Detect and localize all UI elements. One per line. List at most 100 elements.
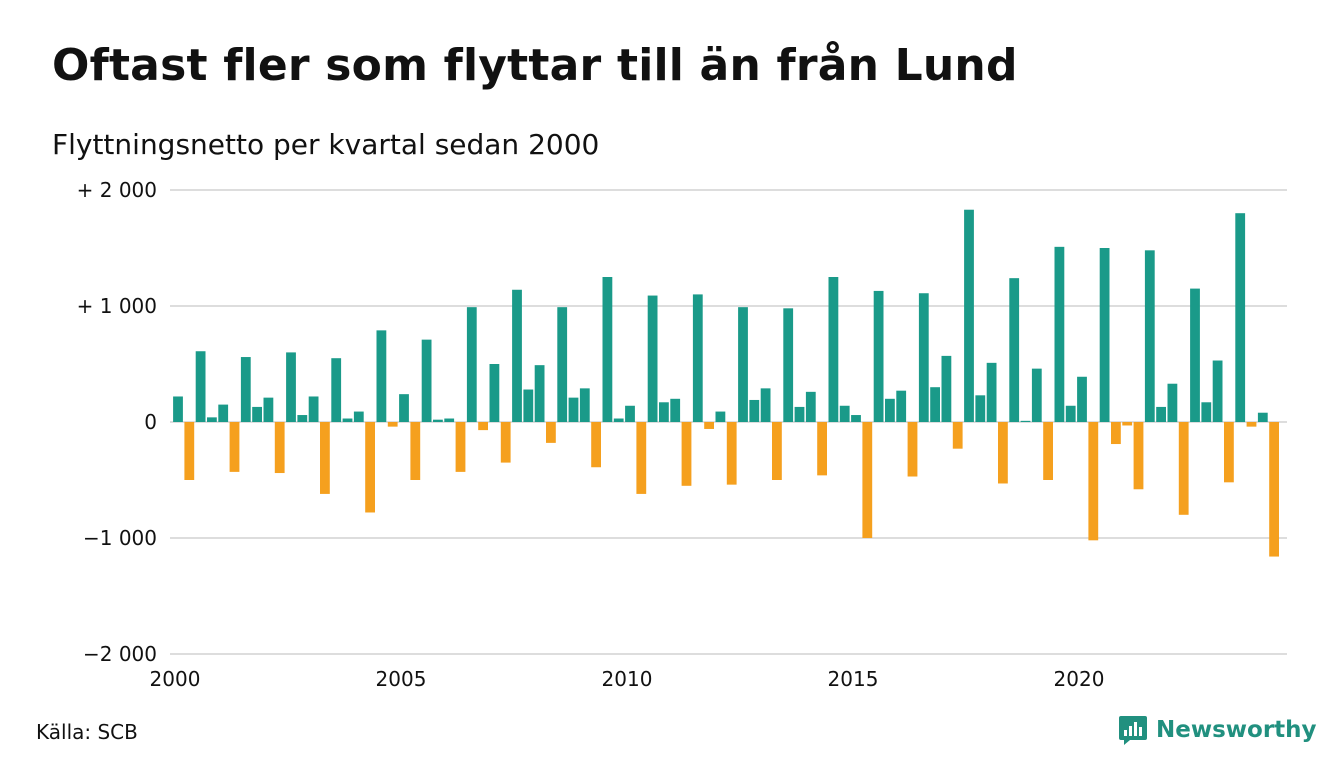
bar — [1088, 422, 1099, 541]
y-tick-label: 0 — [144, 410, 157, 434]
bar — [907, 422, 918, 477]
bar — [591, 422, 601, 468]
bar — [489, 364, 500, 422]
y-tick-label: + 1 000 — [77, 294, 157, 318]
bar — [229, 422, 240, 472]
bar — [930, 387, 940, 422]
bar — [173, 396, 183, 422]
bar — [297, 415, 308, 422]
bar — [1065, 405, 1076, 422]
bar — [353, 411, 364, 422]
bar — [286, 352, 296, 422]
bar — [568, 397, 579, 422]
bar — [218, 404, 229, 422]
bar — [1054, 246, 1065, 422]
bar — [1269, 422, 1279, 557]
y-tick-label: −1 000 — [83, 526, 157, 550]
x-tick-label: 2020 — [1054, 667, 1105, 691]
bar — [308, 396, 319, 422]
bar — [1043, 422, 1053, 480]
bar — [444, 418, 455, 422]
chart-title: Oftast fler som flyttar till än från Lun… — [52, 40, 1018, 91]
bar — [195, 351, 206, 422]
bar — [941, 355, 952, 422]
bar — [726, 422, 737, 485]
bar — [320, 422, 330, 494]
bar — [1235, 213, 1246, 422]
bar — [1111, 422, 1121, 445]
bar — [851, 415, 861, 422]
bar — [342, 418, 353, 422]
bar — [252, 406, 262, 422]
bar — [817, 422, 827, 476]
bar — [873, 290, 884, 422]
bar — [478, 422, 488, 431]
bar — [918, 293, 929, 422]
newsworthy-logo-icon — [1119, 716, 1147, 745]
bar — [805, 391, 816, 422]
bar — [636, 422, 647, 494]
bar — [1167, 383, 1178, 422]
bar — [839, 405, 850, 422]
bar — [1009, 278, 1020, 422]
bar — [500, 422, 511, 463]
bar — [433, 419, 443, 422]
y-tick-label: + 2 000 — [77, 178, 157, 202]
bar — [1190, 288, 1200, 422]
bar — [1077, 376, 1087, 422]
bar — [783, 308, 794, 422]
bar — [274, 422, 285, 474]
bar — [760, 388, 771, 422]
bar — [1144, 250, 1155, 422]
bar — [952, 422, 963, 449]
bar — [659, 402, 669, 422]
bar — [240, 357, 251, 422]
bar — [410, 422, 421, 480]
bar — [613, 418, 624, 422]
bar — [647, 295, 658, 422]
brand: Newsworthy — [1118, 712, 1317, 748]
bar — [1257, 412, 1268, 422]
source-note: Källa: SCB — [36, 720, 138, 744]
bar — [455, 422, 466, 472]
bar — [1212, 360, 1223, 422]
bar — [557, 307, 568, 422]
bar — [749, 399, 760, 422]
bar — [387, 422, 398, 427]
bar — [998, 422, 1008, 484]
bar — [738, 307, 748, 422]
bar — [885, 398, 895, 422]
bar — [1031, 368, 1042, 422]
bar — [715, 411, 726, 422]
bar — [1133, 422, 1144, 490]
bar — [523, 389, 534, 422]
bar — [1156, 406, 1166, 422]
bar — [828, 277, 839, 422]
chart-subtitle: Flyttningsnetto per kvartal sedan 2000 — [52, 128, 600, 161]
bar — [1246, 422, 1257, 427]
bar — [602, 277, 613, 422]
bar — [331, 358, 342, 422]
bar — [579, 388, 590, 422]
bar — [512, 289, 522, 422]
bar — [1020, 420, 1031, 422]
x-tick-label: 2005 — [376, 667, 427, 691]
bar — [1178, 422, 1189, 515]
x-tick-label: 2000 — [150, 667, 201, 691]
bar — [964, 209, 974, 422]
brand-name: Newsworthy — [1156, 717, 1317, 743]
bar — [1099, 248, 1110, 422]
bar — [546, 422, 556, 443]
bar — [681, 422, 692, 486]
bar — [399, 394, 409, 422]
bars — [173, 209, 1279, 557]
x-tick-label: 2015 — [828, 667, 879, 691]
bar — [975, 395, 986, 422]
bar — [704, 422, 714, 429]
bar — [986, 362, 997, 422]
bar — [263, 397, 274, 422]
bar — [1122, 422, 1133, 426]
bar — [794, 406, 805, 422]
